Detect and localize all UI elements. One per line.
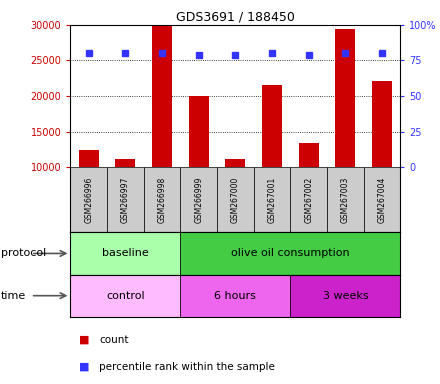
Text: count: count xyxy=(99,335,128,345)
Text: GSM267000: GSM267000 xyxy=(231,177,240,223)
Text: control: control xyxy=(106,291,145,301)
Bar xyxy=(372,81,392,167)
Text: GSM266998: GSM266998 xyxy=(158,177,167,223)
Bar xyxy=(180,275,290,317)
Bar xyxy=(144,167,180,232)
Bar xyxy=(115,159,136,167)
Text: GSM267004: GSM267004 xyxy=(378,177,387,223)
Text: 3 weeks: 3 weeks xyxy=(323,291,368,301)
Bar xyxy=(299,143,319,167)
Bar xyxy=(70,275,180,317)
Bar xyxy=(327,167,364,232)
Text: GSM267001: GSM267001 xyxy=(268,177,277,223)
Text: GSM266996: GSM266996 xyxy=(84,177,93,223)
Text: percentile rank within the sample: percentile rank within the sample xyxy=(99,362,275,372)
Bar xyxy=(189,96,209,167)
Bar xyxy=(180,232,400,275)
Bar xyxy=(262,84,282,167)
Text: GSM266997: GSM266997 xyxy=(121,177,130,223)
Text: GSM266999: GSM266999 xyxy=(194,177,203,223)
Bar xyxy=(254,167,290,232)
Bar xyxy=(70,232,180,275)
Text: time: time xyxy=(1,291,26,301)
Text: ■: ■ xyxy=(79,335,90,345)
Bar xyxy=(107,167,144,232)
Bar xyxy=(364,167,400,232)
Bar xyxy=(79,150,99,167)
Text: GSM267002: GSM267002 xyxy=(304,177,313,223)
Bar xyxy=(152,26,172,167)
Bar xyxy=(217,167,254,232)
Bar xyxy=(290,275,400,317)
Bar xyxy=(180,167,217,232)
Bar xyxy=(225,159,246,167)
Text: GSM267003: GSM267003 xyxy=(341,177,350,223)
Bar xyxy=(70,167,107,232)
Bar xyxy=(335,28,356,167)
Text: ■: ■ xyxy=(79,362,90,372)
Text: baseline: baseline xyxy=(102,248,149,258)
Text: 6 hours: 6 hours xyxy=(214,291,257,301)
Title: GDS3691 / 188450: GDS3691 / 188450 xyxy=(176,11,295,24)
Text: olive oil consumption: olive oil consumption xyxy=(231,248,350,258)
Bar xyxy=(290,167,327,232)
Text: protocol: protocol xyxy=(1,248,46,258)
